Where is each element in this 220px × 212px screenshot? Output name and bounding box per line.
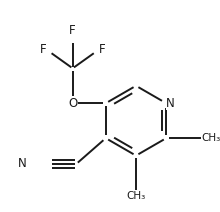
Text: N: N xyxy=(18,157,27,170)
Text: F: F xyxy=(98,43,105,56)
Text: N: N xyxy=(166,97,175,110)
Text: CH₃: CH₃ xyxy=(126,191,146,201)
Text: F: F xyxy=(40,43,47,56)
Text: O: O xyxy=(68,97,77,110)
Text: F: F xyxy=(69,24,76,37)
Text: CH₃: CH₃ xyxy=(201,133,220,143)
